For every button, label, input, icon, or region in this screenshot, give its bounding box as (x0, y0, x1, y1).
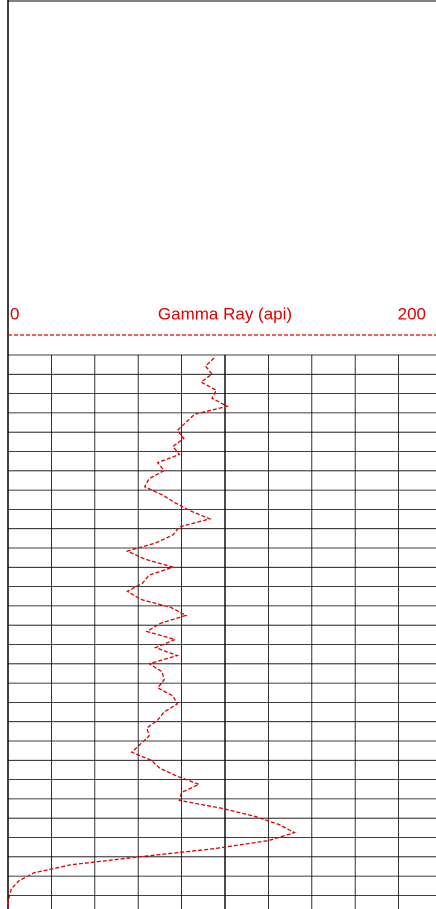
x-tick-label: 200 (398, 304, 426, 323)
x-tick-label: 0 (10, 304, 19, 323)
curve (7, 357, 297, 906)
grid (8, 354, 436, 909)
curve-title: Gamma Ray (api) (158, 304, 292, 323)
